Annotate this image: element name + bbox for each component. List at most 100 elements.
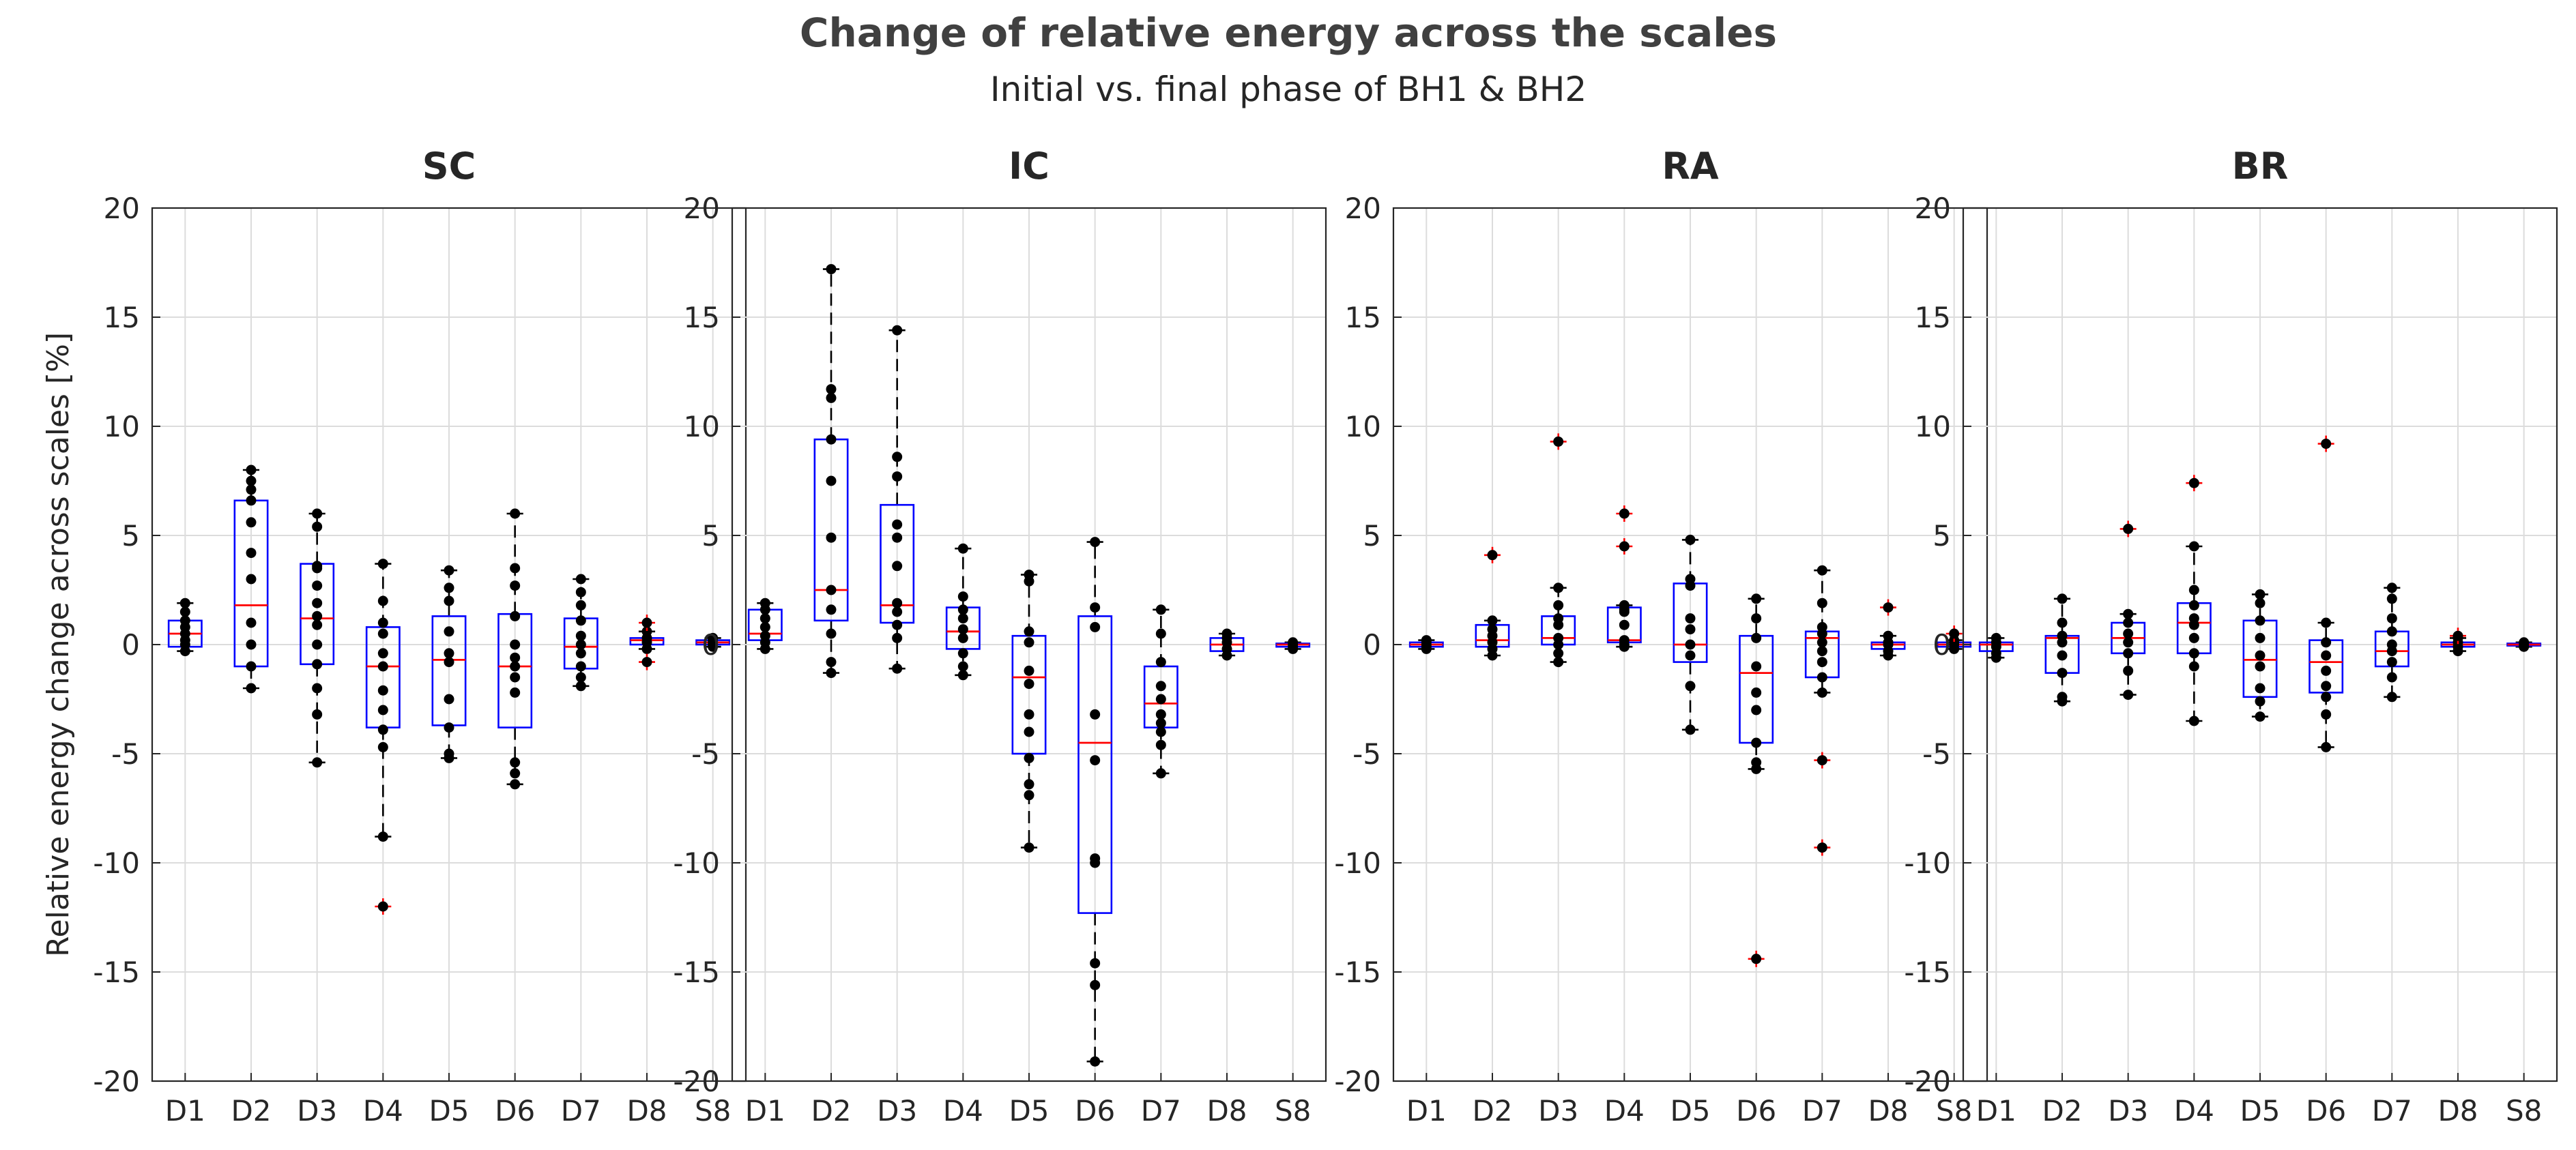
- data-point: [1751, 687, 1762, 698]
- data-point: [826, 604, 837, 615]
- data-point: [246, 484, 257, 495]
- data-point: [892, 519, 903, 530]
- panel-title: SC: [422, 145, 476, 188]
- data-point: [2386, 692, 2397, 703]
- data-point: [246, 617, 257, 628]
- data-point: [2321, 681, 2332, 692]
- data-point: [510, 757, 521, 768]
- x-tick-label: D3: [877, 1094, 917, 1127]
- data-point: [312, 683, 323, 694]
- x-tick-label: D8: [1206, 1094, 1247, 1127]
- x-tick-label: D3: [297, 1094, 337, 1127]
- y-tick-label: 10: [684, 410, 720, 443]
- outlier-point: [641, 617, 652, 628]
- data-point: [1685, 724, 1696, 735]
- data-point: [2188, 600, 2199, 610]
- data-point: [2255, 650, 2266, 661]
- data-point: [1024, 790, 1034, 801]
- data-point: [312, 508, 323, 519]
- data-point: [1024, 779, 1034, 790]
- data-point: [1817, 672, 1827, 683]
- data-point: [575, 600, 586, 610]
- y-tick-label: 0: [1363, 628, 1381, 662]
- iqr-box: [1077, 615, 1113, 914]
- data-point: [957, 632, 968, 643]
- data-point: [1024, 626, 1034, 637]
- y-tick-label: -15: [1334, 956, 1381, 989]
- outlier-point: [1751, 954, 1762, 964]
- data-point: [708, 641, 719, 652]
- data-point: [2386, 672, 2397, 683]
- y-tick-label: -15: [93, 956, 140, 989]
- x-tick-label: D4: [363, 1094, 403, 1127]
- data-point: [759, 604, 770, 615]
- data-point: [1090, 602, 1101, 613]
- data-point: [2057, 617, 2068, 628]
- y-tick-label: 15: [104, 301, 140, 334]
- data-point: [1155, 709, 1166, 720]
- box-d3: [2111, 520, 2146, 701]
- data-point: [1619, 619, 1630, 630]
- data-point: [2255, 683, 2266, 694]
- data-point: [1155, 768, 1166, 779]
- x-tick-label: D2: [811, 1094, 851, 1127]
- data-point: [444, 694, 454, 705]
- x-tick-label: D8: [1868, 1094, 1908, 1127]
- data-point: [892, 471, 903, 482]
- panel-ic: IC -20 -15 -10 -5 0 5 10 15 20 D1 D2 D3 D4 D5 D6 D7 D8 S8: [673, 145, 1327, 1127]
- data-point: [377, 595, 388, 606]
- data-point: [2057, 637, 2068, 648]
- data-point: [1155, 604, 1166, 615]
- data-point: [444, 595, 454, 606]
- data-point: [510, 779, 521, 790]
- data-point: [2386, 613, 2397, 624]
- box-d2: [1475, 546, 1510, 661]
- box-d3: [880, 325, 915, 674]
- y-tick-label: -20: [93, 1065, 140, 1098]
- data-point: [2321, 665, 2332, 676]
- box-d4: [945, 543, 981, 681]
- outlier-point: [1553, 436, 1564, 447]
- data-point: [1817, 637, 1827, 648]
- data-point: [2188, 661, 2199, 672]
- data-point: [575, 630, 586, 641]
- data-point: [2123, 637, 2134, 648]
- data-point: [444, 657, 454, 668]
- data-point: [826, 585, 837, 595]
- data-point: [1751, 632, 1762, 643]
- data-point: [892, 325, 903, 336]
- data-point: [957, 648, 968, 659]
- data-point: [2255, 696, 2266, 707]
- y-tick-label: 20: [104, 192, 140, 225]
- box-d8: [629, 615, 665, 670]
- box-d8: [2440, 628, 2476, 657]
- y-tick-label: -20: [673, 1065, 720, 1098]
- data-point: [892, 598, 903, 608]
- data-point: [1487, 650, 1498, 661]
- data-point: [892, 532, 903, 543]
- box-d8: [1870, 599, 1906, 661]
- plot-frame: [1962, 207, 2558, 1082]
- box-s8: [695, 632, 731, 652]
- data-point: [1883, 650, 1894, 661]
- data-point: [2057, 668, 2068, 679]
- data-point: [312, 757, 323, 768]
- data-point: [892, 619, 903, 630]
- data-point: [1553, 639, 1564, 650]
- data-point: [957, 604, 968, 615]
- data-point: [1155, 739, 1166, 750]
- data-point: [2321, 617, 2332, 628]
- outlier-point: [1883, 602, 1894, 613]
- x-tick-label: D5: [1009, 1094, 1049, 1127]
- box-d3: [300, 508, 335, 768]
- data-point: [2123, 690, 2134, 701]
- data-point: [575, 639, 586, 650]
- data-point: [2386, 646, 2397, 657]
- outlier-point: [1817, 755, 1827, 766]
- data-point: [510, 652, 521, 663]
- data-point: [2386, 593, 2397, 604]
- data-point: [1685, 534, 1696, 545]
- data-point: [759, 643, 770, 654]
- x-tick-label: D8: [2437, 1094, 2478, 1127]
